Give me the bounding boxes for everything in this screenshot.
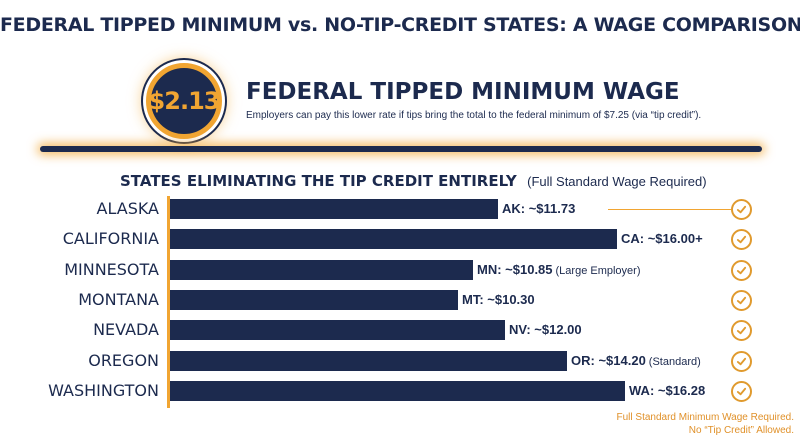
wage-note-text: (Large Employer): [555, 264, 641, 277]
chart-axis-line: [167, 196, 170, 408]
wage-data-label: MN: ~$10.85 (Large Employer): [477, 262, 641, 277]
wage-bar: [170, 199, 498, 219]
chart-heading-sub: (Full Standard Wage Required): [527, 174, 707, 189]
wage-bar: [170, 259, 473, 280]
wage-value-text: OR: ~$14.20: [571, 352, 646, 368]
chart-row: NEVADA NV: ~$12.00: [0, 317, 800, 347]
check-circle-icon: [731, 289, 752, 311]
state-label: CALIFORNIA: [62, 229, 159, 249]
wage-value-text: MN: ~$10.85: [477, 261, 553, 277]
chart-row: MINNESOTA MN: ~$10.85 (Large Employer): [0, 257, 800, 287]
chart-heading-main: STATES ELIMINATING THE TIP CREDIT ENTIRE…: [120, 172, 517, 190]
chart-row: CALIFORNIA CA: ~$16.00+: [0, 226, 800, 256]
state-label: WASHINGTON: [48, 380, 159, 400]
wage-value-text: MT: ~$10.30: [462, 291, 535, 307]
wage-bar: [170, 350, 567, 371]
main-title: FEDERAL TIPPED MINIMUM vs. NO-TIP-CREDIT…: [0, 14, 800, 36]
wage-bar: [170, 289, 458, 310]
state-label: ALASKA: [96, 199, 159, 218]
chart-row: MONTANA MT: ~$10.30: [0, 287, 800, 317]
footnote-line-2: No “Tip Credit” Allowed.: [688, 425, 794, 436]
wage-value-text: CA: ~$16.00+: [621, 231, 703, 247]
wage-data-label: AK: ~$11.73: [502, 201, 575, 216]
wage-value-text: AK: ~$11.73: [502, 201, 576, 216]
check-circle-icon: [731, 380, 752, 402]
wage-data-label: CA: ~$16.00+: [621, 231, 703, 246]
state-label: MONTANA: [78, 289, 159, 309]
chart-row: WASHINGTON WA: ~$16.28: [0, 378, 800, 408]
federal-wage-badge: $2.13: [146, 63, 222, 139]
state-label: NEVADA: [93, 320, 159, 340]
federal-wage-title: FEDERAL TIPPED MINIMUM WAGE: [246, 79, 680, 105]
check-circle-icon: [731, 350, 752, 372]
footnote-line-1: Full Standard Minimum Wage Required.: [616, 412, 794, 423]
chart-heading: STATES ELIMINATING THE TIP CREDIT ENTIRE…: [120, 172, 707, 191]
wage-bar: [170, 320, 505, 341]
wage-bar: [170, 229, 617, 250]
wage-data-label: WA: ~$16.28: [629, 383, 705, 398]
wage-value-text: WA: ~$16.28: [629, 382, 706, 398]
check-circle-icon: [731, 259, 752, 281]
state-label: MINNESOTA: [64, 259, 159, 279]
footnote: Full Standard Minimum Wage Required. No …: [574, 411, 794, 437]
leader-line: [608, 209, 731, 210]
wage-bar: [170, 380, 625, 401]
federal-wage-description: Employers can pay this lower rate if tip…: [246, 110, 702, 121]
check-circle-icon: [731, 199, 752, 220]
wage-data-label: OR: ~$14.20 (Standard): [571, 353, 701, 368]
state-label: OREGON: [88, 350, 159, 370]
wage-value-text: NV: ~$12.00: [509, 322, 582, 338]
check-circle-icon: [731, 229, 752, 251]
section-divider: [40, 146, 762, 152]
federal-wage-value: $2.13: [148, 87, 221, 115]
check-circle-icon: [731, 320, 752, 342]
chart-row: OREGON OR: ~$14.20 (Standard): [0, 348, 800, 378]
chart-row: ALASKA AK: ~$11.73: [0, 196, 800, 226]
wage-data-label: MT: ~$10.30: [462, 292, 535, 307]
wage-note-text: (Standard): [648, 355, 701, 368]
wage-data-label: NV: ~$12.00: [509, 322, 582, 337]
